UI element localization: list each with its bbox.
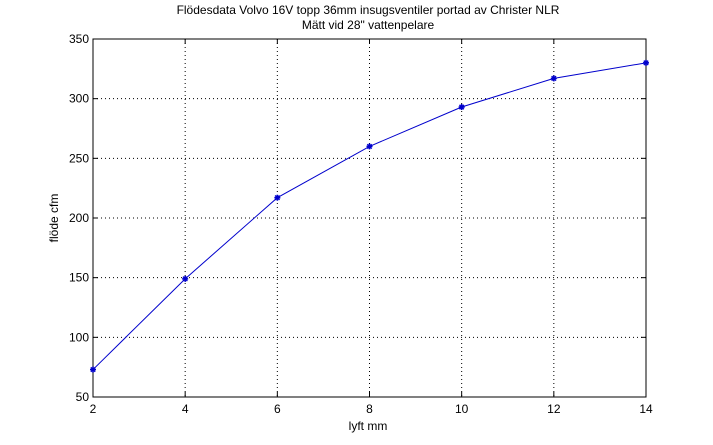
y-axis-label: flöde cfm xyxy=(47,194,61,243)
x-axis-label: lyft mm xyxy=(349,419,388,433)
x-axis: 2 4 6 8 10 12 14 xyxy=(90,39,653,416)
y-axis: 50 100 150 200 250 300 350 xyxy=(69,32,646,404)
y-tick-label: 300 xyxy=(69,92,89,106)
data-point xyxy=(458,104,465,111)
data-point xyxy=(182,275,189,282)
x-tick-label: 4 xyxy=(182,402,189,416)
y-tick-label: 250 xyxy=(69,151,89,165)
chart-subtitle: Mätt vid 28" vattenpelare xyxy=(302,18,435,32)
x-tick-label: 6 xyxy=(274,402,281,416)
y-tick-label: 200 xyxy=(69,211,89,225)
data-point xyxy=(366,143,373,150)
series-group xyxy=(90,59,649,373)
data-point xyxy=(550,75,557,82)
x-tick-label: 2 xyxy=(90,402,97,416)
x-tick-label: 10 xyxy=(455,402,469,416)
data-point xyxy=(643,59,649,66)
data-point xyxy=(274,194,281,201)
y-tick-label: 350 xyxy=(69,32,89,46)
x-tick-label: 12 xyxy=(547,402,561,416)
y-tick-label: 100 xyxy=(69,330,89,344)
y-tick-label: 50 xyxy=(76,390,90,404)
y-tick-label: 150 xyxy=(69,271,89,285)
data-point xyxy=(90,366,96,373)
x-tick-label: 8 xyxy=(366,402,373,416)
x-tick-label: 14 xyxy=(639,402,653,416)
chart-title: Flödesdata Volvo 16V topp 36mm insugsven… xyxy=(177,3,560,17)
